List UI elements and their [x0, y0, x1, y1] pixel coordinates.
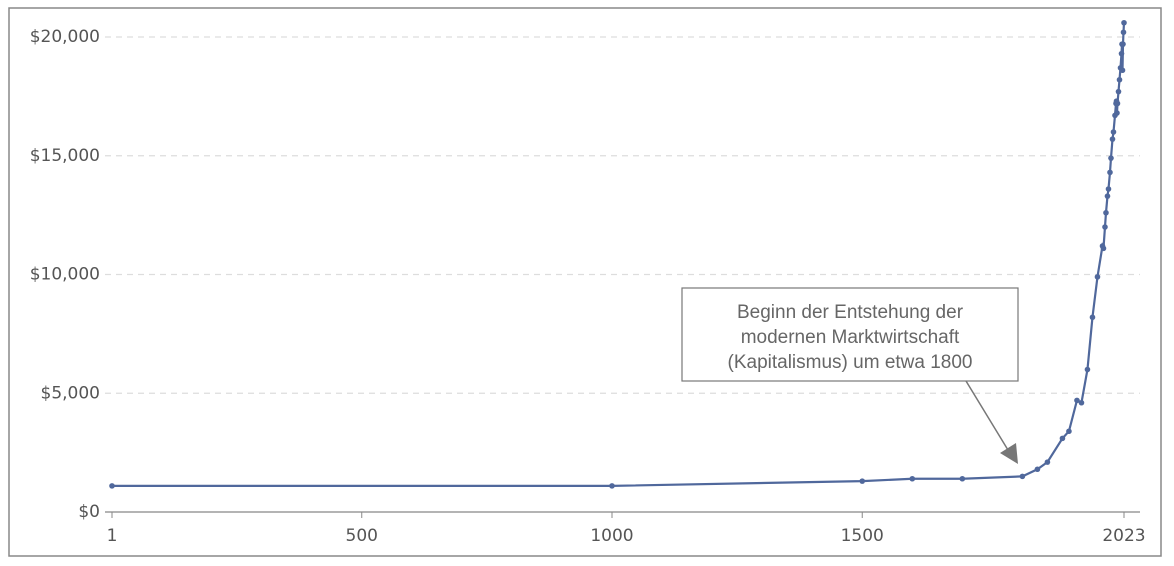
data-point [609, 483, 615, 489]
data-point [1118, 50, 1125, 57]
data-point [1019, 473, 1026, 480]
data-point [1109, 136, 1116, 142]
data-point [1115, 88, 1122, 95]
y-tick-label: $20,000 [30, 27, 100, 47]
x-tick-label: 500 [346, 526, 378, 546]
data-point [1104, 193, 1111, 199]
data-point [1034, 466, 1041, 473]
data-point [1100, 245, 1107, 252]
annotation-line: (Kapitalismus) um etwa 1800 [728, 352, 973, 373]
data-point [1089, 314, 1096, 321]
annotation: Beginn der Entstehung der modernen Markt… [681, 287, 1019, 464]
annotation-arrowhead [1000, 443, 1018, 464]
plot [109, 19, 1127, 489]
data-point [959, 475, 966, 482]
annotation-box [681, 287, 1019, 382]
data-point [1094, 274, 1101, 280]
data-point [1114, 100, 1121, 107]
data-point [1074, 397, 1080, 404]
data-point [1116, 76, 1123, 83]
data-point [859, 478, 866, 484]
data-point [1084, 366, 1091, 373]
annotation-line: Beginn der Entstehung der [737, 302, 964, 323]
y-tick-label: $10,000 [30, 265, 100, 285]
x-tick-label: 1500 [841, 526, 884, 546]
grid [105, 36, 1140, 394]
data-point [1044, 459, 1051, 465]
y-tick-label: $0 [78, 502, 100, 522]
y-tick-label: $5,000 [41, 383, 100, 403]
data-point [909, 475, 916, 482]
x-tick-label: 1 [107, 526, 118, 546]
data-point [1078, 399, 1085, 406]
data-point [1119, 67, 1126, 74]
data-point [1105, 186, 1112, 192]
data-point [1108, 155, 1114, 161]
annotation-line: modernen Marktwirtschaft [741, 327, 960, 348]
data-point [1066, 428, 1072, 435]
data-point [1102, 224, 1108, 230]
data-point [1120, 41, 1126, 47]
data-point [1120, 29, 1127, 36]
data-point [109, 483, 115, 489]
frame [8, 7, 1162, 557]
data-point [1103, 209, 1109, 216]
data-point [1110, 129, 1117, 135]
series-line [112, 22, 1126, 487]
data-point [1059, 435, 1066, 442]
annotation-arrow [965, 380, 1009, 451]
y-tick-label: $15,000 [30, 146, 100, 166]
data-point [1107, 169, 1113, 176]
x-tick-label: 2023 [1102, 526, 1145, 546]
x-tick-label: 1000 [590, 526, 633, 546]
data-point [1114, 110, 1120, 116]
data-point [1121, 19, 1127, 26]
